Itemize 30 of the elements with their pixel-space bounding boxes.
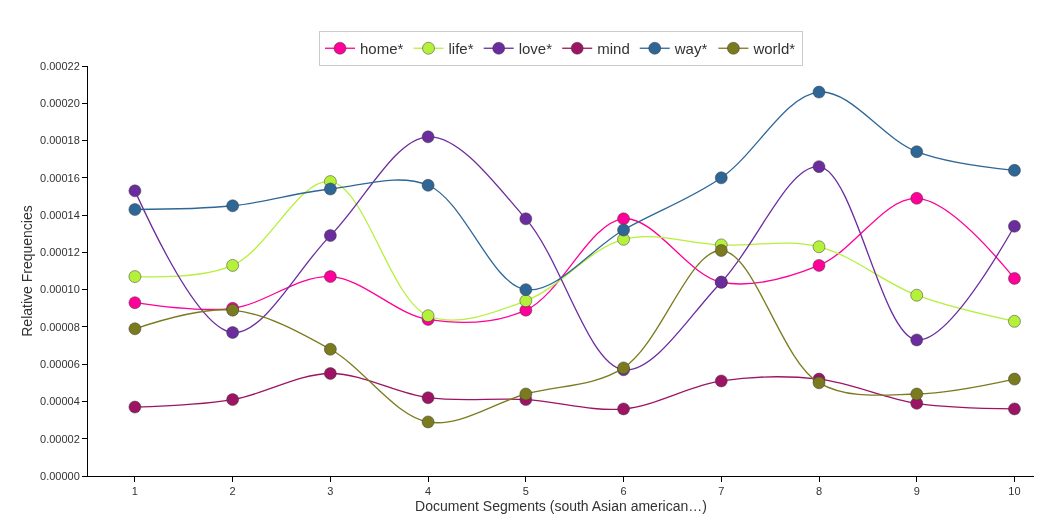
- legend-label: love*: [518, 40, 553, 58]
- x-tick-label: 5: [522, 485, 529, 498]
- x-tick-label: 8: [815, 485, 823, 498]
- legend-label: home*: [360, 40, 404, 58]
- legend-label: world*: [752, 40, 796, 58]
- x-axis-title: Document Segments (south Asian american…): [415, 497, 707, 514]
- y-tick-label: 0.00004: [40, 395, 80, 408]
- y-tick-label: 0.00010: [40, 283, 80, 296]
- x-tick-label: 3: [327, 485, 334, 498]
- y-tick-label: 0.00020: [40, 97, 80, 110]
- y-tick-label: 0.00018: [40, 134, 80, 147]
- legend-label: mind: [597, 40, 630, 58]
- y-tick-label: 0.00002: [40, 432, 80, 445]
- legend-label: life*: [448, 40, 474, 58]
- x-tick-label: 4: [425, 485, 432, 498]
- y-axis-title: Relative Frequencies: [18, 205, 35, 337]
- x-tick-label: 2: [229, 485, 236, 498]
- y-tick-label: 0.00008: [40, 320, 80, 333]
- y-tick-label: 0.00012: [40, 246, 80, 259]
- x-tick-label: 6: [620, 485, 627, 498]
- x-tick-label: 10: [1008, 485, 1021, 498]
- y-tick-label: 0.00014: [40, 208, 80, 221]
- y-tick-label: 0.00022: [40, 59, 80, 72]
- x-tick-label: 7: [718, 485, 725, 498]
- y-tick-label: 0.00016: [40, 171, 80, 184]
- x-tick-label: 9: [913, 485, 920, 498]
- x-tick-label: 1: [131, 485, 138, 498]
- y-tick-label: 0.00006: [40, 358, 80, 371]
- y-tick-label: 0.00000: [40, 469, 80, 482]
- legend-label: way*: [673, 40, 708, 58]
